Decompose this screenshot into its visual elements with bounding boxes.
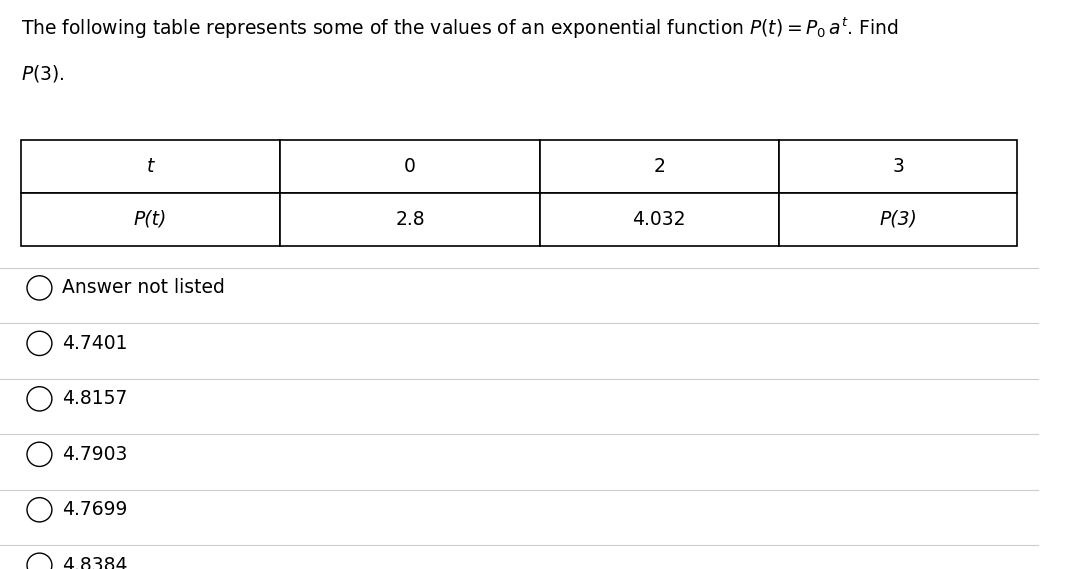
Text: 0: 0 (404, 157, 416, 176)
Text: 4.7401: 4.7401 (62, 334, 127, 353)
Bar (540, 140, 779, 193)
Text: t: t (147, 157, 155, 176)
Text: 2: 2 (653, 157, 665, 176)
Text: $P(3)$.: $P(3)$. (21, 63, 64, 84)
Text: P(3): P(3) (879, 210, 917, 229)
Bar (280, 140, 540, 193)
Bar (779, 193, 1017, 246)
Bar (280, 193, 540, 246)
Bar (21, 140, 280, 193)
Text: 4.7699: 4.7699 (62, 500, 127, 519)
Text: P(t): P(t) (134, 210, 168, 229)
Bar (540, 193, 779, 246)
Text: Answer not listed: Answer not listed (62, 278, 225, 298)
Text: 4.8157: 4.8157 (62, 389, 127, 409)
Bar (779, 140, 1017, 193)
Text: 4.8384: 4.8384 (62, 556, 127, 569)
Text: 4.032: 4.032 (633, 210, 686, 229)
Bar (21, 193, 280, 246)
Text: 4.7903: 4.7903 (62, 445, 127, 464)
Text: 2.8: 2.8 (395, 210, 425, 229)
Text: The following table represents some of the values of an exponential function $P(: The following table represents some of t… (21, 16, 898, 42)
Text: 3: 3 (892, 157, 904, 176)
